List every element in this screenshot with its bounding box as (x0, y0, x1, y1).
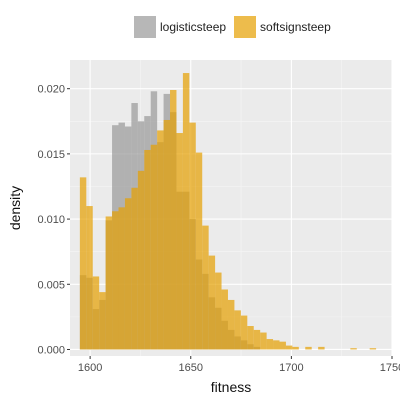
x-tick-label: 1700 (279, 362, 303, 374)
legend-item-softsignsteep: softsignsteep (234, 16, 331, 38)
bar-softsignsteep (157, 130, 164, 350)
legend-label-logisticsteep: logisticsteep (160, 20, 227, 34)
bar-softsignsteep (92, 276, 100, 350)
legend-item-logisticsteep: logisticsteep (134, 16, 226, 38)
bar-softsignsteep (105, 216, 113, 350)
y-tick-label: 0.020 (37, 84, 65, 96)
bar-softsignsteep (285, 345, 293, 350)
bar-softsignsteep (350, 348, 357, 350)
y-tick-label: 0.005 (37, 279, 65, 291)
bar-softsignsteep (221, 289, 228, 350)
y-axis-title: density (7, 186, 23, 230)
legend-swatch-softsignsteep (234, 16, 257, 38)
legend-swatch-logisticsteep (134, 16, 156, 38)
bar-softsignsteep (195, 152, 203, 350)
x-axis-title: fitness (211, 379, 251, 395)
bar-softsignsteep (292, 346, 299, 350)
bar-softsignsteep (86, 206, 93, 350)
bar-softsignsteep (247, 326, 254, 350)
bar-softsignsteep (137, 170, 145, 350)
bar-softsignsteep (266, 339, 274, 350)
bar-softsignsteep (124, 198, 132, 350)
bar-softsignsteep (253, 329, 261, 350)
bar-softsignsteep (279, 341, 286, 350)
bar-softsignsteep (189, 122, 196, 350)
x-tick-label: 1600 (78, 362, 102, 374)
bar-softsignsteep (318, 346, 325, 350)
bar-softsignsteep (112, 211, 119, 350)
y-tick-label: 0.000 (37, 344, 65, 356)
bar-softsignsteep (131, 187, 138, 350)
bar-softsignsteep (118, 207, 125, 350)
histogram-bars (79, 73, 377, 350)
legend-label-softsignsteep: softsignsteep (260, 20, 331, 34)
y-tick-label: 0.010 (37, 214, 65, 226)
bar-softsignsteep (163, 119, 171, 350)
bar-softsignsteep (182, 73, 190, 350)
bar-softsignsteep (273, 340, 280, 350)
bar-softsignsteep (202, 225, 209, 350)
legend: logisticsteep softsignsteep (134, 16, 339, 38)
bar-softsignsteep (227, 299, 235, 350)
bar-softsignsteep (150, 144, 158, 350)
bar-softsignsteep (170, 89, 177, 350)
bar-softsignsteep (260, 332, 267, 350)
bar-softsignsteep (234, 310, 241, 350)
x-tick-label: 1650 (179, 362, 203, 374)
bar-softsignsteep (99, 292, 106, 350)
bar-softsignsteep (79, 177, 87, 350)
bar-softsignsteep (369, 348, 377, 350)
bar-softsignsteep (240, 315, 248, 350)
bar-softsignsteep (176, 133, 183, 350)
series-softsignsteep (79, 73, 377, 350)
bar-softsignsteep (208, 255, 216, 350)
bar-softsignsteep (305, 346, 312, 350)
y-tick-label: 0.015 (37, 149, 65, 161)
bar-softsignsteep (144, 149, 151, 350)
bar-softsignsteep (215, 272, 222, 350)
